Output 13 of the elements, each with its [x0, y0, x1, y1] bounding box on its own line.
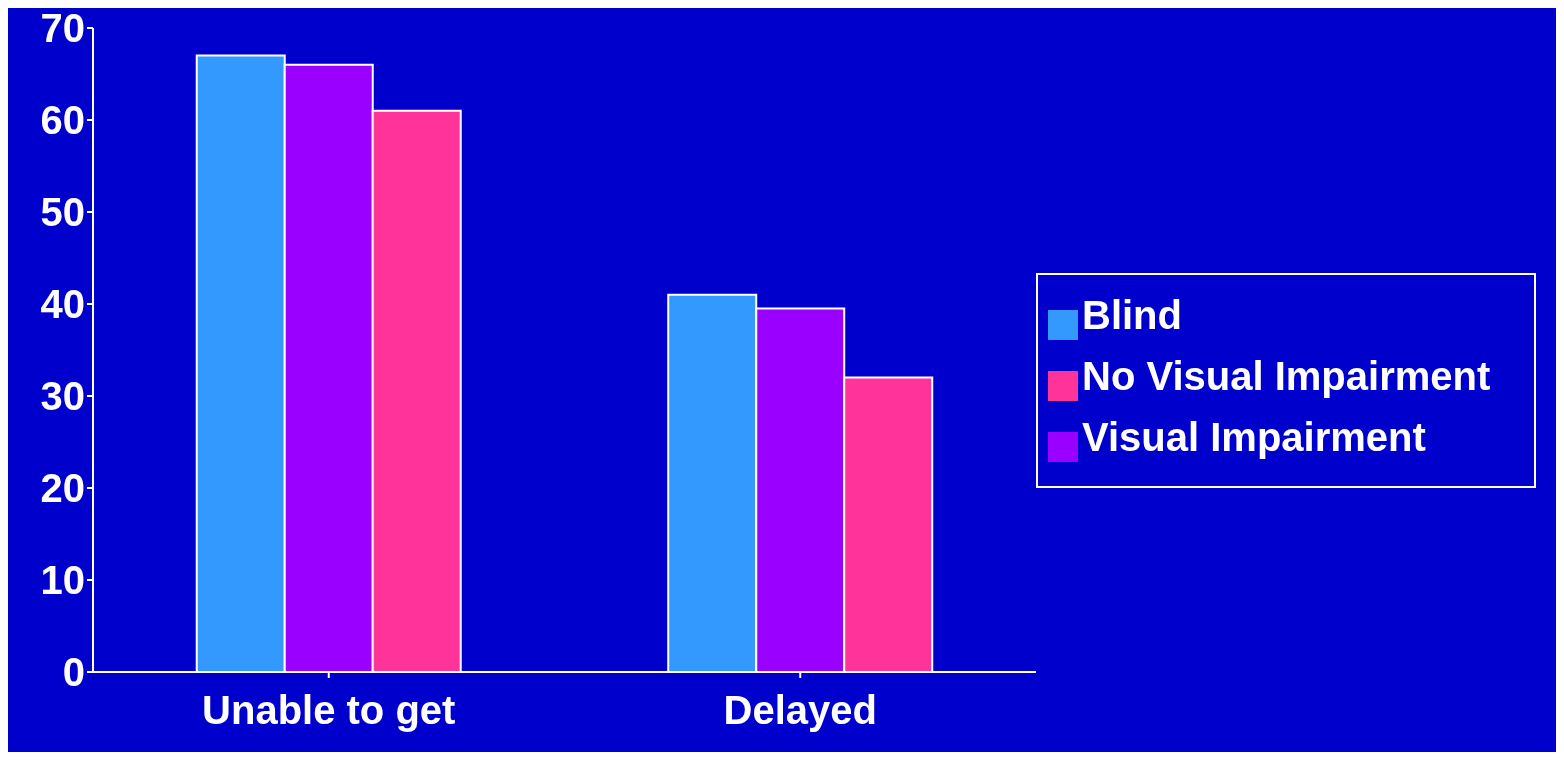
y-tick-label: 40	[40, 282, 85, 327]
y-tick-label: 10	[40, 558, 85, 603]
y-tick-label: 30	[40, 374, 85, 419]
y-tick-label: 50	[40, 190, 85, 235]
x-tick-label: Delayed	[723, 688, 877, 733]
y-tick-label: 0	[62, 650, 85, 695]
y-tick-label: 60	[40, 98, 85, 143]
legend-label: Visual Impairment	[1082, 414, 1426, 459]
legend-label: No Visual Impairment	[1082, 353, 1491, 398]
y-tick-label: 70	[40, 6, 85, 51]
y-tick-label: 20	[40, 466, 85, 511]
x-tick-label: Unable to get	[202, 688, 456, 733]
legend-label: Blind	[1082, 292, 1182, 337]
